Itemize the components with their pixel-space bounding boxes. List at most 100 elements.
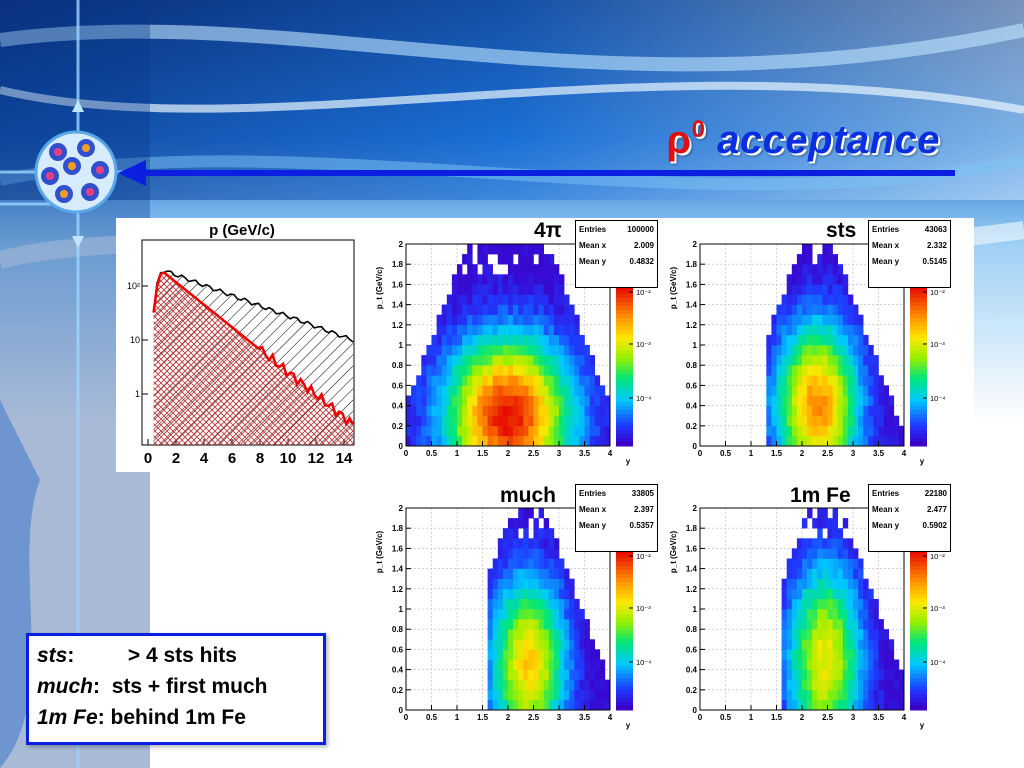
histogram-bin: [492, 435, 499, 447]
color-scale-segment: [910, 354, 927, 359]
histogram-bin: [807, 669, 813, 680]
histogram-bin: [477, 294, 483, 305]
x-tick-label: 1.5: [477, 713, 489, 722]
histogram-bin: [523, 629, 529, 640]
histogram-bin: [518, 334, 524, 346]
color-scale-segment: [616, 578, 633, 583]
histogram-bin: [842, 659, 849, 670]
histogram-bin: [487, 609, 493, 620]
histogram-bin: [513, 629, 519, 640]
x-tick-label: 3.5: [579, 449, 591, 458]
histogram-bin: [436, 324, 442, 336]
histogram-bin: [497, 254, 504, 265]
histogram-bin: [569, 365, 575, 376]
y-tick-label: 1.6: [392, 280, 404, 289]
color-scale-segment: [910, 558, 927, 563]
histogram-bin: [538, 619, 544, 630]
histogram-bin: [842, 578, 849, 590]
histogram-bin: [807, 345, 813, 356]
histogram-bin: [446, 385, 453, 396]
histogram-bin: [817, 659, 823, 670]
color-scale-segment: [910, 322, 927, 327]
stats-meany-value: 0.5902: [922, 521, 947, 530]
histogram-bin: [564, 598, 570, 610]
histogram-bin: [533, 355, 539, 366]
color-scale-segment: [616, 398, 633, 403]
histogram-bin: [837, 314, 844, 326]
histogram-bin: [817, 558, 823, 569]
histogram-bin: [812, 669, 818, 680]
histogram-bin: [451, 324, 458, 336]
histogram-bin: [858, 659, 864, 670]
color-scale-segment: [616, 634, 633, 639]
histogram-bin: [771, 324, 777, 336]
histogram-bin: [883, 415, 889, 427]
histogram-bin: [472, 345, 478, 356]
histogram-bin: [518, 385, 524, 396]
histogram-bin: [873, 435, 879, 447]
panel-label-much: much: [500, 484, 557, 507]
histogram-bin: [513, 435, 519, 447]
histogram-bin: [812, 588, 818, 600]
color-scale-segment: [910, 330, 927, 335]
histogram-bin: [822, 375, 828, 386]
histogram-bin: [888, 689, 895, 701]
histogram-bin: [533, 304, 539, 315]
histogram-bin: [502, 639, 509, 650]
histogram-bin: [832, 284, 838, 295]
histogram-bin: [472, 274, 478, 285]
histogram-bin: [574, 365, 580, 376]
histogram-bin: [462, 405, 468, 416]
histogram-bin: [508, 355, 514, 366]
histogram-bin: [553, 669, 560, 680]
histogram-bin: [467, 425, 473, 437]
histogram-bin: [446, 334, 453, 346]
histogram-bin: [451, 435, 458, 447]
histogram-bin: [594, 375, 601, 386]
histogram-bin: [477, 355, 483, 366]
histogram-bin: [812, 659, 818, 670]
histogram-bin: [796, 679, 803, 691]
histogram-bin: [791, 425, 798, 437]
histogram-bin: [528, 244, 534, 255]
histogram-bin: [457, 365, 463, 376]
histogram-bin: [842, 518, 849, 529]
histogram-bin: [497, 415, 504, 427]
histogram-bin: [832, 649, 838, 660]
histogram-bin: [523, 598, 529, 610]
histogram-bin: [847, 639, 854, 650]
histogram-bin: [812, 538, 818, 549]
x-tick-label: 4: [902, 449, 907, 458]
histogram-bin: [543, 375, 550, 386]
histogram-bin: [796, 598, 803, 610]
histogram-bin: [837, 588, 844, 600]
histogram-bin: [827, 314, 833, 326]
histogram-bin: [543, 284, 550, 295]
histogram-bin: [502, 558, 509, 569]
histogram-bin: [817, 405, 823, 416]
histogram-bin: [863, 699, 869, 711]
histogram-bin: [406, 435, 412, 447]
histogram-bin: [431, 375, 437, 386]
histogram-bin: [837, 538, 844, 549]
color-scale-segment: [616, 646, 633, 651]
x-tick-label: 14: [336, 450, 353, 467]
histogram-bin: [574, 669, 580, 680]
histogram-bin: [431, 425, 437, 437]
histogram-bin: [832, 699, 838, 711]
legend-key: sts: [37, 644, 68, 667]
histogram-bin: [812, 699, 818, 711]
histogram-bin: [827, 395, 833, 406]
histogram-bin: [528, 568, 534, 579]
histogram-bin: [832, 609, 838, 620]
histogram-bin: [559, 435, 565, 447]
histogram-bin: [868, 679, 874, 691]
histogram-bin: [822, 629, 828, 640]
histogram-bin: [472, 264, 478, 275]
histogram-bin: [513, 244, 519, 255]
histogram-bin: [528, 699, 534, 711]
histogram-bin: [502, 365, 509, 376]
histogram-bin: [822, 395, 828, 406]
histogram-bin: [518, 598, 524, 610]
histogram-bin: [441, 314, 448, 326]
